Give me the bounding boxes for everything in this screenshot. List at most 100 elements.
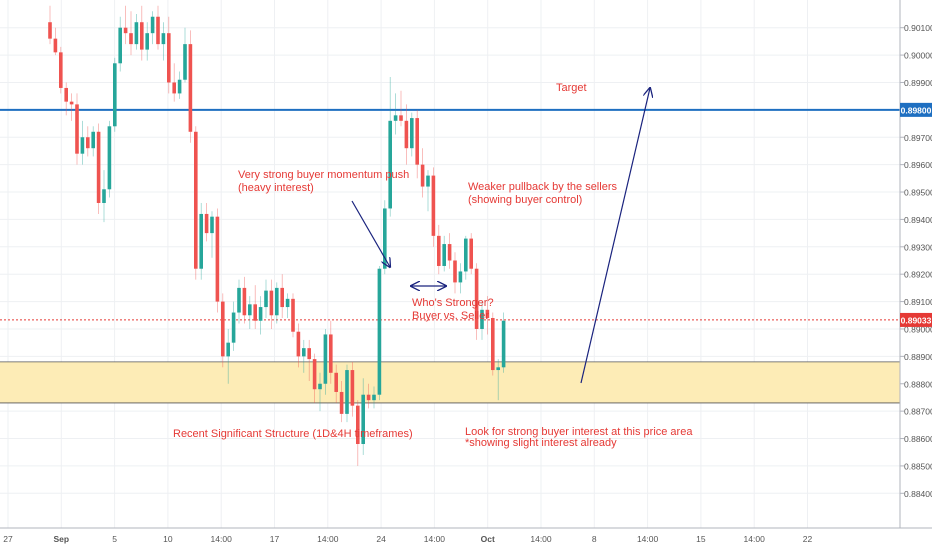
candle-body (291, 298, 295, 332)
y-tick-label: 0.89200 (904, 270, 932, 280)
x-tick-label: 24 (376, 534, 386, 544)
candle-bearish (96, 123, 101, 214)
candle-body (269, 290, 274, 316)
candle-bullish (107, 120, 112, 198)
candle-body (199, 213, 203, 269)
y-tick-label: 0.90100 (904, 23, 932, 33)
candle-body (372, 394, 376, 401)
candle-body (215, 216, 220, 302)
candle-body (48, 22, 52, 39)
target-arrow (580, 88, 650, 384)
candle-body (323, 334, 328, 384)
candle-body (102, 189, 106, 203)
x-tick-label: 15 (696, 534, 706, 544)
price-tags: 0.89800 0.89033 (900, 102, 932, 327)
candle-bearish (469, 233, 473, 275)
candle-bullish (458, 263, 463, 294)
annotation-target: Target (556, 82, 587, 94)
candle-body (404, 120, 409, 149)
candle-bearish (399, 90, 403, 127)
candle-bullish (264, 279, 268, 319)
candle-bullish (80, 120, 85, 165)
candle-bearish (156, 5, 160, 50)
candle-bearish (48, 5, 52, 45)
annotation-whos-stronger-line: Who's Stronger? (412, 297, 494, 309)
candle-body (377, 268, 382, 395)
candle-bullish (118, 16, 122, 72)
candle-body (237, 287, 241, 313)
candle-bearish (123, 5, 128, 45)
candle-body (123, 27, 128, 34)
candle-body (129, 33, 133, 45)
y-tick-label: 0.89700 (904, 133, 932, 143)
annotation-whos-stronger-line: Buyer vs. Seller (412, 310, 489, 322)
candle-bearish (280, 274, 284, 319)
candle-bearish (172, 63, 176, 102)
candle-body (64, 87, 68, 102)
candle-body (226, 342, 230, 357)
candle-body (183, 44, 187, 80)
candle-bullish (237, 279, 241, 324)
annotations: Target Very strong buyer momentum push (… (173, 82, 693, 449)
candle-bullish (323, 328, 328, 395)
y-tick-label: 0.89500 (904, 188, 932, 198)
x-tick-label: Oct (481, 534, 495, 544)
candle-body (312, 359, 317, 390)
candle-body (242, 287, 247, 316)
candle-body (150, 16, 155, 34)
candle-body (431, 175, 436, 236)
candle-bearish (334, 364, 338, 403)
candle-bullish (161, 22, 166, 61)
candle-bullish (226, 328, 230, 384)
candle-bullish (177, 71, 182, 99)
candle-bearish (291, 293, 295, 338)
candle-bearish (269, 279, 274, 329)
y-tick-label: 0.89100 (904, 297, 932, 307)
candle-bullish (199, 202, 203, 280)
candle-bearish (366, 383, 371, 409)
candle-body (345, 370, 349, 414)
candle-bullish (361, 378, 365, 455)
candle-body (113, 63, 117, 127)
candle-bearish (140, 5, 144, 61)
candle-bullish (258, 296, 263, 335)
candle-body (275, 287, 279, 316)
annotation-buyer-momentum-line: Very strong buyer momentum push (238, 169, 409, 181)
candle-body (156, 16, 160, 45)
y-tick-label: 0.89300 (904, 242, 932, 252)
candle-body (167, 33, 171, 83)
candle-body (442, 244, 446, 266)
y-tick-label: 0.88400 (904, 489, 932, 499)
candle-bearish (242, 276, 247, 324)
candle-body (480, 309, 484, 329)
candle-body (361, 394, 365, 445)
candle-bearish (431, 167, 436, 247)
candle-body (356, 405, 360, 445)
support-zone (0, 361, 900, 403)
target-level-tag-label: 0.89800 (901, 105, 932, 115)
candle-bullish (372, 386, 376, 409)
candle-bearish (86, 126, 90, 157)
horizontal-lines (0, 108, 900, 321)
x-tick-label: 17 (270, 534, 280, 544)
candle-bearish (307, 339, 311, 382)
annotation-weaker-pullback-line: Weaker pullback by the sellers (468, 181, 617, 193)
candle-body (426, 175, 430, 187)
candle-body (59, 52, 63, 88)
candle-bullish (102, 170, 106, 223)
x-tick-label: Sep (54, 534, 70, 544)
candle-bullish (426, 170, 430, 212)
x-tick-label: 14:00 (637, 534, 659, 544)
candle-bearish (221, 293, 225, 368)
x-tick-label: 14:00 (317, 534, 339, 544)
y-tick-label: 0.88700 (904, 407, 932, 417)
x-tick-label: 14:00 (744, 534, 766, 544)
candle-bearish (75, 93, 79, 165)
candle-body (248, 304, 252, 316)
candle-bullish (496, 359, 500, 401)
candle-bullish (275, 282, 279, 324)
candle-body (140, 22, 144, 50)
x-tick-label: 14:00 (211, 534, 233, 544)
x-tick-label: 5 (112, 534, 117, 544)
candle-bullish (183, 27, 187, 83)
